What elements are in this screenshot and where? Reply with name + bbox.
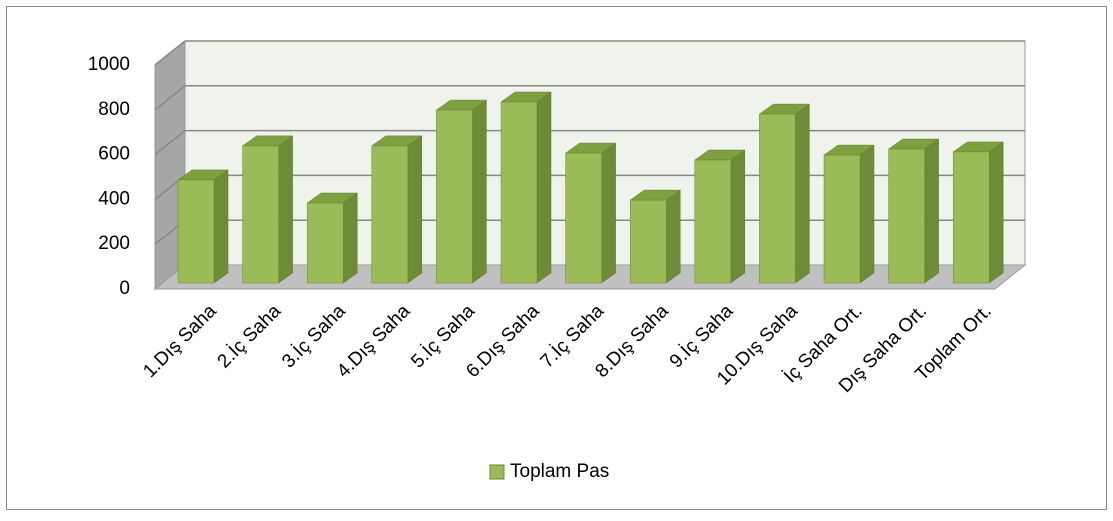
bar xyxy=(823,154,861,284)
bar-side xyxy=(859,144,875,284)
bar xyxy=(371,145,409,284)
y-tick-label: 600 xyxy=(98,144,130,165)
y-tick-label: 800 xyxy=(98,99,130,120)
bar-side xyxy=(730,149,746,284)
bar xyxy=(694,159,732,284)
y-tick-label: 400 xyxy=(98,188,130,209)
bar xyxy=(177,179,215,284)
grid-line-side xyxy=(154,130,186,156)
bar xyxy=(759,113,796,284)
bar xyxy=(242,145,279,284)
bar-side xyxy=(472,99,487,284)
legend: Toplam Pas xyxy=(489,461,609,482)
bar-side xyxy=(601,142,616,284)
legend-label: Toplam Pas xyxy=(510,461,609,482)
bar xyxy=(436,109,473,284)
bar-side xyxy=(536,91,552,284)
y-tick-label: 0 xyxy=(119,278,130,299)
bar xyxy=(500,101,538,284)
bar-side xyxy=(988,141,1004,284)
bar-side xyxy=(795,103,810,284)
bar xyxy=(952,151,990,284)
bar-side xyxy=(665,189,681,284)
y-tick-label: 200 xyxy=(98,233,130,254)
bar xyxy=(306,202,344,284)
bar xyxy=(629,199,667,284)
bar-side xyxy=(407,135,423,284)
grid-line-side xyxy=(154,40,186,66)
grid-line-side xyxy=(154,85,186,111)
bar-side xyxy=(924,138,939,284)
bar xyxy=(888,148,925,284)
bar-side xyxy=(213,169,229,284)
bar-side xyxy=(342,192,358,284)
bar xyxy=(565,152,602,284)
y-tick-label: 1000 xyxy=(88,54,130,75)
bar-side xyxy=(278,135,293,284)
legend-swatch xyxy=(489,464,505,480)
